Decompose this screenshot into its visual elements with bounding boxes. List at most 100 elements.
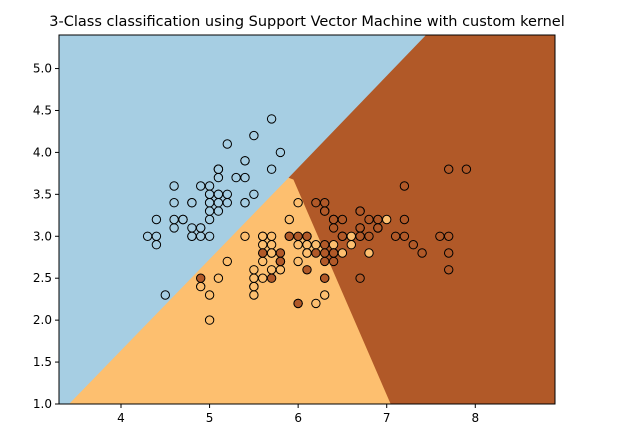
point-class_1 — [204, 315, 215, 325]
point-class_2 — [373, 214, 383, 225]
point-class_0 — [204, 181, 215, 191]
point-class_1 — [266, 240, 277, 250]
point-class_1 — [258, 273, 268, 283]
point-class_0 — [196, 231, 206, 242]
point-class_1 — [240, 231, 250, 242]
point-class_2 — [302, 265, 312, 275]
x-tick-label: 5 — [206, 411, 214, 425]
point-class_0 — [249, 189, 259, 200]
point-class_0 — [169, 181, 179, 191]
y-tick-label: 2.0 — [33, 313, 52, 327]
point-class_0 — [151, 214, 162, 225]
point-class_0 — [187, 231, 197, 242]
point-class_2 — [320, 273, 330, 283]
plot-frame — [58, 34, 556, 405]
point-class_0 — [178, 214, 188, 225]
point-class_1 — [311, 240, 321, 250]
x-axis: 4 5 6 7 8 — [117, 404, 479, 425]
y-tick-label: 1.5 — [33, 355, 52, 369]
point-class_1 — [258, 231, 268, 242]
point-class_2 — [266, 273, 277, 283]
point-class_1 — [213, 273, 224, 283]
point-class_0 — [169, 214, 179, 225]
point-class_2 — [293, 298, 303, 309]
point-class_1 — [249, 290, 259, 300]
point-class_2 — [355, 206, 365, 216]
point-class_2 — [417, 248, 427, 258]
point-class_0 — [169, 198, 179, 208]
point-class_0 — [213, 189, 224, 200]
y-axis: 1.0 1.5 2.0 2.5 3.0 3.5 4.0 4.5 5.0 — [33, 62, 59, 411]
x-tick-label: 7 — [383, 411, 391, 425]
point-class_2 — [435, 231, 445, 242]
point-class_2 — [355, 273, 365, 283]
point-class_1 — [346, 240, 356, 250]
y-tick-label: 1.0 — [33, 397, 52, 411]
point-class_2 — [390, 231, 401, 242]
point-class_0 — [213, 164, 224, 174]
point-class_2 — [355, 223, 365, 233]
point-class_1 — [196, 281, 206, 292]
point-class_0 — [222, 189, 233, 200]
point-class_2 — [444, 231, 454, 242]
point-class_1 — [302, 240, 312, 250]
y-tick-label: 5.0 — [33, 62, 52, 76]
point-class_2 — [461, 164, 472, 174]
point-class_1 — [266, 231, 277, 242]
point-class_2 — [399, 181, 410, 191]
point-class_0 — [151, 240, 162, 250]
y-tick-label: 4.0 — [33, 145, 52, 159]
point-class_1 — [346, 231, 356, 242]
point-class_1 — [284, 214, 294, 225]
point-class_2 — [355, 231, 365, 242]
point-class_1 — [302, 248, 312, 258]
point-class_1 — [382, 214, 392, 225]
point-class_0 — [169, 223, 179, 233]
point-class_2 — [399, 214, 410, 225]
point-class_2 — [408, 240, 418, 250]
region-class_2 — [288, 35, 555, 404]
point-class_0 — [204, 231, 215, 242]
point-class_2 — [337, 214, 348, 225]
point-class_2 — [320, 248, 330, 258]
point-class_2 — [293, 231, 303, 242]
point-class_2 — [311, 248, 321, 258]
point-class_1 — [275, 265, 286, 275]
point-class_0 — [213, 172, 224, 183]
point-class_0 — [240, 172, 250, 183]
point-class_1 — [311, 298, 321, 309]
point-class_0 — [204, 198, 215, 208]
point-class_1 — [258, 256, 268, 267]
point-class_1 — [204, 290, 215, 300]
decision-regions — [59, 35, 555, 404]
x-tick-label: 6 — [294, 411, 302, 425]
point-class_0 — [266, 114, 277, 124]
point-class_2 — [364, 214, 374, 225]
point-class_2 — [444, 164, 454, 174]
point-class_2 — [302, 231, 312, 242]
point-class_2 — [311, 198, 321, 208]
point-class_0 — [222, 139, 233, 149]
point-class_1 — [222, 256, 233, 267]
point-class_0 — [187, 198, 197, 208]
point-class_1 — [364, 248, 374, 258]
point-class_0 — [160, 290, 171, 300]
point-class_1 — [266, 265, 277, 275]
point-class_0 — [204, 214, 215, 225]
point-class_2 — [320, 240, 330, 250]
point-class_0 — [142, 231, 153, 242]
point-class_2 — [320, 256, 330, 267]
point-class_2 — [337, 231, 348, 242]
point-class_2 — [328, 256, 339, 267]
point-class_0 — [196, 181, 206, 191]
point-class_2 — [320, 206, 330, 216]
point-class_2 — [320, 198, 330, 208]
point-class_2 — [444, 265, 454, 275]
point-class_0 — [240, 156, 250, 166]
y-tick-label: 3.0 — [33, 229, 52, 243]
y-tick-label: 2.5 — [33, 271, 52, 285]
x-tick-label: 8 — [471, 411, 479, 425]
point-class_0 — [187, 223, 197, 233]
point-class_1 — [293, 240, 303, 250]
point-class_1 — [249, 281, 259, 292]
